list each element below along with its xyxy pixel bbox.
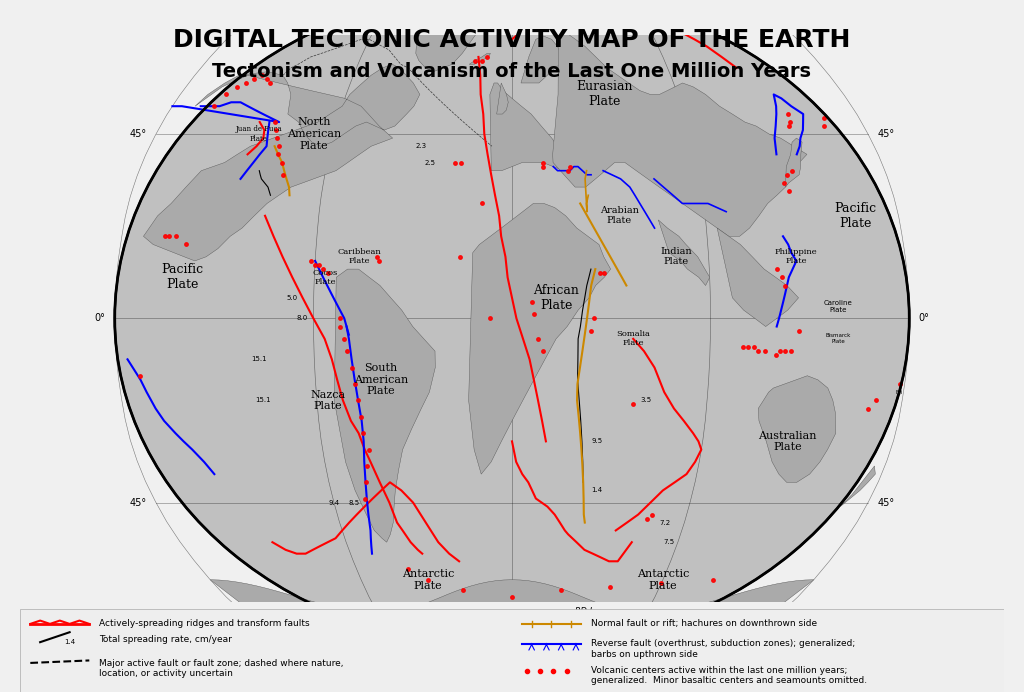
Polygon shape <box>785 138 802 187</box>
Text: 180°: 180° <box>712 655 735 665</box>
Polygon shape <box>416 0 486 72</box>
Text: South
American
Plate: South American Plate <box>353 363 408 397</box>
Polygon shape <box>210 580 814 649</box>
Polygon shape <box>841 466 876 507</box>
Text: Total spreading rate, cm/year: Total spreading rate, cm/year <box>99 635 232 644</box>
Text: Major active fault or fault zone; dashed where nature,
location, or activity unc: Major active fault or fault zone; dashed… <box>99 659 344 678</box>
Text: 45°: 45° <box>878 498 895 508</box>
Text: 7.5: 7.5 <box>664 539 674 545</box>
Polygon shape <box>469 203 610 474</box>
Text: 90°: 90° <box>609 655 627 665</box>
Text: DIGITAL TECTONIC ACTIVITY MAP OF THE EARTH: DIGITAL TECTONIC ACTIVITY MAP OF THE EAR… <box>173 28 851 52</box>
Text: Australian
Plate: Australian Plate <box>758 430 817 452</box>
Text: 15.1: 15.1 <box>255 397 270 403</box>
Text: Indian
Plate: Indian Plate <box>660 247 691 266</box>
Text: 0°: 0° <box>94 313 105 323</box>
Text: 180°: 180° <box>289 655 312 665</box>
Text: Antarctic
Plate: Antarctic Plate <box>637 569 689 590</box>
Text: Somalia
Plate: Somalia Plate <box>616 330 650 347</box>
Text: Caroline
Plate: Caroline Plate <box>824 300 853 313</box>
Text: 1.4: 1.4 <box>65 639 76 645</box>
Text: 1.4: 1.4 <box>591 487 602 493</box>
Polygon shape <box>143 64 420 261</box>
Text: Normal fault or rift; hachures on downthrown side: Normal fault or rift; hachures on downth… <box>591 619 817 628</box>
Text: 15.1: 15.1 <box>252 356 267 363</box>
Text: 90°: 90° <box>397 655 415 665</box>
Polygon shape <box>469 53 490 64</box>
Ellipse shape <box>115 0 909 649</box>
Text: Tectonism and Volcanism of the Last One Million Years: Tectonism and Volcanism of the Last One … <box>213 62 811 81</box>
Text: 0°: 0° <box>507 655 517 665</box>
Polygon shape <box>334 269 435 543</box>
Text: Juan de Fuca
Plate: Juan de Fuca Plate <box>236 125 283 143</box>
Text: Reverse fault (overthrust, subduction zones); generalized;
barbs on upthrown sid: Reverse fault (overthrust, subduction zo… <box>591 639 855 659</box>
Polygon shape <box>717 228 799 327</box>
Text: Eurasian
Plate: Eurasian Plate <box>575 80 633 109</box>
Text: African
Plate: African Plate <box>534 284 579 312</box>
Text: Pacific
Plate: Pacific Plate <box>835 202 877 230</box>
Polygon shape <box>521 36 562 83</box>
Text: 9.4: 9.4 <box>329 500 340 506</box>
Text: Philippine
Plate: Philippine Plate <box>775 248 817 266</box>
Text: 0°: 0° <box>919 313 930 323</box>
Polygon shape <box>553 33 807 236</box>
Text: Volcanic centers active within the last one million years;
generalized.  Minor b: Volcanic centers active within the last … <box>591 666 866 685</box>
Text: 5.0: 5.0 <box>286 295 297 301</box>
Text: 7.2: 7.2 <box>659 520 671 526</box>
Text: 8.5: 8.5 <box>348 500 359 506</box>
Text: 8.0: 8.0 <box>297 316 308 321</box>
Text: North
American
Plate: North American Plate <box>287 118 341 151</box>
Text: Cocos
Plate: Cocos Plate <box>312 268 338 286</box>
Polygon shape <box>758 376 836 482</box>
Polygon shape <box>489 83 574 171</box>
Text: 3.5: 3.5 <box>641 397 652 403</box>
Text: 9.5: 9.5 <box>591 438 602 444</box>
Polygon shape <box>658 220 710 286</box>
Text: Bismarck
Plate: Bismarck Plate <box>825 334 851 344</box>
Text: 45°: 45° <box>129 129 146 139</box>
Text: 2.5: 2.5 <box>424 160 435 165</box>
Text: 45°: 45° <box>878 129 895 139</box>
Text: Caribbean
Plate: Caribbean Plate <box>337 248 381 266</box>
Text: Nazca
Plate: Nazca Plate <box>310 390 345 411</box>
Text: Fiji: Fiji <box>895 390 903 394</box>
Text: 45°: 45° <box>129 498 146 508</box>
Text: 2.3: 2.3 <box>416 143 427 149</box>
FancyBboxPatch shape <box>20 609 1004 692</box>
Text: P.D.L.: P.D.L. <box>574 607 598 616</box>
Text: Antarctic
Plate: Antarctic Plate <box>402 569 455 590</box>
Text: Actively-spreading ridges and transform faults: Actively-spreading ridges and transform … <box>99 619 309 628</box>
Text: Arabian
Plate: Arabian Plate <box>600 206 639 226</box>
Text: Pacific
Plate: Pacific Plate <box>162 264 204 291</box>
Polygon shape <box>497 83 508 114</box>
